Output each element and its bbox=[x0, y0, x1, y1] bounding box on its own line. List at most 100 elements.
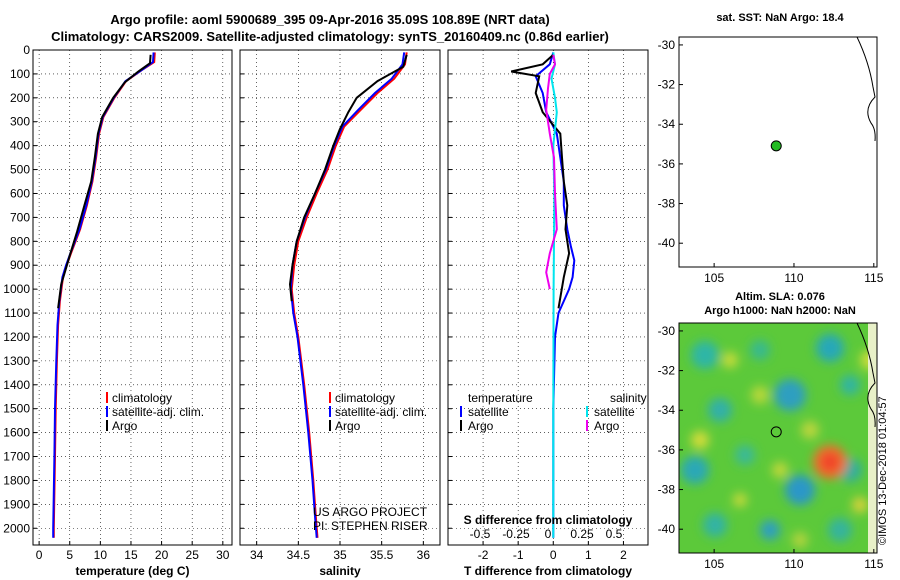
project-credit-line1: US ARGO PROJECT bbox=[313, 505, 428, 519]
difference-panel: -2 -1 0 1 2 T difference from climatology temp… bbox=[447, 49, 649, 578]
sla-anomaly-spot bbox=[703, 513, 727, 537]
depth-tick-label: 0 bbox=[23, 43, 30, 57]
depth-tick-label: 1700 bbox=[3, 450, 30, 464]
sst-xtick-label: 105 bbox=[704, 271, 724, 285]
salinity-series-argo bbox=[288, 54, 408, 302]
salinity-xtick-label: 35 bbox=[333, 548, 347, 562]
sla-xtick-label: 105 bbox=[704, 557, 724, 571]
difference-series-t-satellite bbox=[534, 52, 576, 538]
difference-xtick-label: -1 bbox=[513, 548, 524, 562]
difference-legend-right-label: satellite bbox=[594, 405, 635, 419]
sla-anomaly-field bbox=[679, 323, 877, 553]
temperature-xtick-label: 0 bbox=[36, 548, 43, 562]
temperature-xlabel: temperature (deg C) bbox=[75, 564, 189, 578]
depth-tick-label: 500 bbox=[10, 163, 30, 177]
temperature-xtick-label: 30 bbox=[216, 548, 230, 562]
sla-anomaly-spot bbox=[681, 456, 709, 484]
sla-ytick-label: -34 bbox=[658, 403, 676, 417]
temperature-panel: 0 5 10 15 20 25 300100200300400500600700800900… bbox=[3, 43, 233, 578]
sla-anomaly-spot bbox=[772, 462, 788, 478]
sla-anomaly-spot bbox=[828, 518, 852, 542]
sla-anomaly-spot bbox=[722, 352, 738, 368]
temperature-plot-frame bbox=[32, 49, 233, 546]
depth-tick-label: 1200 bbox=[3, 330, 30, 344]
difference-legend-left-label: satellite bbox=[468, 405, 509, 419]
sla-anomaly-spot bbox=[750, 340, 770, 360]
sla-coastline bbox=[856, 322, 876, 428]
salinity-legend-label: Argo bbox=[335, 419, 361, 433]
depth-tick-label: 1900 bbox=[3, 497, 30, 511]
sla-anomaly-spot bbox=[751, 386, 769, 404]
difference-xtick-label: 0 bbox=[550, 548, 557, 562]
sst-profile-location-marker bbox=[770, 140, 782, 152]
depth-tick-label: 400 bbox=[10, 139, 30, 153]
salinity-xtick-label: 34 bbox=[250, 548, 264, 562]
sst-ytick-label: -30 bbox=[658, 38, 676, 52]
sla-profile-location-marker bbox=[770, 426, 782, 438]
sst-map: 105 110 115 -30 -32 -34 -36 -38 -40 bbox=[658, 36, 884, 285]
sla-land-strip bbox=[868, 323, 877, 553]
sla-anomaly-spot bbox=[801, 421, 819, 439]
depth-tick-label: 2000 bbox=[3, 521, 30, 535]
difference-legend-right-label: Argo bbox=[594, 419, 620, 433]
sla-ytick-label: -40 bbox=[658, 522, 676, 536]
depth-tick-label: 1600 bbox=[3, 426, 30, 440]
sla-map-title-line2: Argo h1000: NaN h2000: NaN bbox=[704, 305, 856, 317]
salinity-legend-label: satellite-adj. clim. bbox=[335, 405, 427, 419]
sst-map-title: sat. SST: NaN Argo: 18.4 bbox=[716, 12, 844, 24]
salinity-difference-tick-label: 0.25 bbox=[570, 527, 594, 541]
difference-series-t-argo bbox=[510, 54, 571, 309]
sst-ytick-label: -38 bbox=[658, 197, 676, 211]
sla-ytick-label: -38 bbox=[658, 483, 676, 497]
sst-xtick-label: 110 bbox=[784, 271, 803, 285]
depth-tick-label: 100 bbox=[10, 67, 30, 81]
sla-anomaly-spot bbox=[733, 493, 747, 507]
difference-series-s-argo bbox=[545, 54, 558, 290]
difference-xtick-label: 2 bbox=[620, 548, 627, 562]
temperature-legend-label: satellite-adj. clim. bbox=[112, 405, 204, 419]
depth-tick-label: 1000 bbox=[3, 282, 30, 296]
sla-anomaly-spot bbox=[735, 445, 755, 465]
temperature-xtick-label: 20 bbox=[155, 548, 169, 562]
sla-anomaly-spot bbox=[691, 341, 719, 369]
sla-map: 105 110 115 -30 -32 -34 -36 -38 -40 bbox=[658, 322, 884, 571]
sla-anomaly-spot bbox=[852, 497, 868, 513]
sst-ytick-label: -32 bbox=[658, 78, 676, 92]
difference-legend-left-title: temperature bbox=[468, 391, 533, 405]
sst-ytick-label: -36 bbox=[658, 157, 676, 171]
depth-tick-label: 900 bbox=[10, 258, 30, 272]
salinity-xtick-label: 35.5 bbox=[370, 548, 394, 562]
sst-map-frame bbox=[678, 36, 878, 268]
salinity-difference-tick-label: 0 bbox=[545, 527, 552, 541]
salinity-difference-tick-label: -0.25 bbox=[502, 527, 530, 541]
sla-anomaly-spot bbox=[792, 532, 808, 548]
salinity-panel: 34 34.5 35 35.5 36 salinity climatologysatelli… bbox=[239, 49, 441, 578]
salinity-legend-label: climatology bbox=[335, 391, 395, 405]
difference-series-s-satellite bbox=[550, 52, 558, 538]
sla-map-title-line1: Altim. SLA: 0.076 bbox=[735, 291, 825, 303]
salinity-difference-tick-label: 0.5 bbox=[606, 527, 623, 541]
temperature-xtick-label: 25 bbox=[186, 548, 200, 562]
project-credit-line2: PI: STEPHEN RISER bbox=[313, 519, 428, 533]
sst-xtick-label: 115 bbox=[864, 271, 883, 285]
depth-tick-label: 800 bbox=[10, 234, 30, 248]
depth-tick-label: 600 bbox=[10, 186, 30, 200]
depth-tick-label: 300 bbox=[10, 115, 30, 129]
sst-coastline bbox=[856, 36, 876, 142]
sla-anomaly-spot bbox=[840, 375, 860, 395]
sla-xtick-label: 115 bbox=[864, 557, 883, 571]
sla-ytick-label: -32 bbox=[658, 364, 676, 378]
temperature-xtick-label: 15 bbox=[124, 548, 138, 562]
sla-anomaly-spot bbox=[785, 475, 815, 505]
sla-xtick-label: 110 bbox=[784, 557, 803, 571]
difference-xtick-label: -2 bbox=[478, 548, 489, 562]
temperature-series-argo bbox=[57, 54, 152, 309]
sst-background bbox=[679, 37, 877, 267]
depth-tick-label: 1500 bbox=[3, 402, 30, 416]
figure-title-line2: Climatology: CARS2009. Satellite-adjuste… bbox=[51, 29, 609, 44]
temperature-legend-label: climatology bbox=[112, 391, 172, 405]
sst-ytick-label: -40 bbox=[658, 236, 676, 250]
difference-legend-left-label: Argo bbox=[468, 419, 494, 433]
depth-tick-label: 200 bbox=[10, 91, 30, 105]
